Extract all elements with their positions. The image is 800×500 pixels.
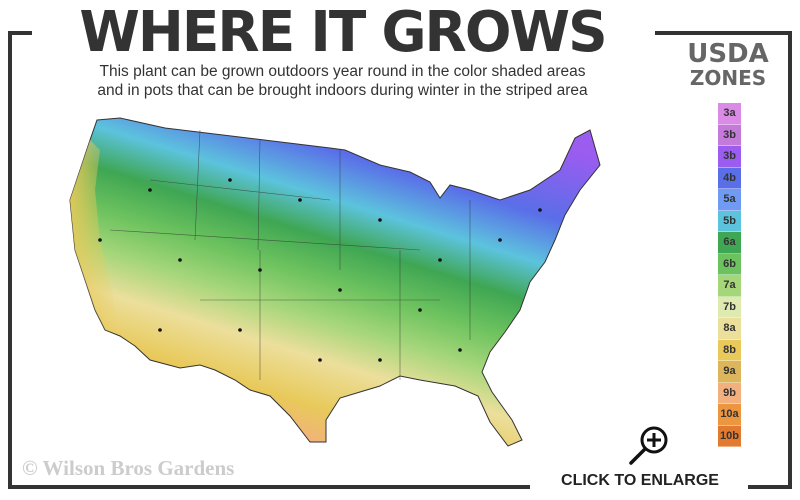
frame-right	[788, 31, 792, 489]
legend-zone-swatch: 6a	[718, 232, 741, 254]
legend-zone-swatch: 7b	[718, 296, 741, 318]
legend-zone-swatch: 7a	[718, 275, 741, 297]
frame-bottom-right	[748, 485, 792, 489]
legend-title: USDA ZONES	[668, 39, 788, 90]
frame-bottom-left	[8, 485, 530, 489]
subtitle-line: and in pots that can be brought indoors …	[97, 82, 588, 99]
legend-zone-swatch: 10b	[718, 425, 741, 447]
legend-zone-swatch: 10a	[718, 404, 741, 426]
zone-legend: 3a 3b 3b 4b 5a 5b 6a 6b 7a 7b 8a 8b 9a 9b 10a 10b	[718, 103, 741, 447]
copyright-watermark: © Wilson Bros Gardens	[22, 456, 235, 480]
subtitle: This plant can be grown outdoors year ro…	[40, 62, 645, 100]
legend-zone-swatch: 9a	[718, 361, 741, 383]
city-dots	[98, 178, 542, 362]
legend-zone-swatch: 5b	[718, 210, 741, 232]
west-coast-warm-band	[70, 140, 120, 336]
legend-zone-swatch: 3a	[718, 103, 741, 125]
legend-zone-swatch: 6b	[718, 253, 741, 275]
legend-zone-swatch: 3b	[718, 124, 741, 146]
legend-zone-swatch: 5a	[718, 189, 741, 211]
frame-left	[8, 31, 12, 489]
legend-title-line: USDA	[687, 39, 769, 69]
legend-zone-swatch: 3b	[718, 146, 741, 168]
us-outline	[69, 117, 601, 447]
frame-top-right	[655, 31, 792, 35]
page-title: WHERE IT GROWS	[79, 0, 607, 65]
click-to-enlarge-label: CLICK TO ENLARGE	[561, 472, 719, 489]
subtitle-line: This plant can be grown outdoors year ro…	[99, 63, 586, 80]
legend-title-line: ZONES	[689, 66, 767, 90]
legend-zone-swatch: 4b	[718, 167, 741, 189]
zoom-in-magnifier-icon	[629, 426, 668, 465]
legend-zone-swatch: 8b	[718, 339, 741, 361]
frame-top-left	[8, 31, 32, 35]
legend-zone-swatch: 8a	[718, 318, 741, 340]
usda-zone-map[interactable]	[60, 110, 620, 455]
legend-zone-swatch: 9b	[718, 382, 741, 404]
state-borders	[109, 129, 471, 380]
